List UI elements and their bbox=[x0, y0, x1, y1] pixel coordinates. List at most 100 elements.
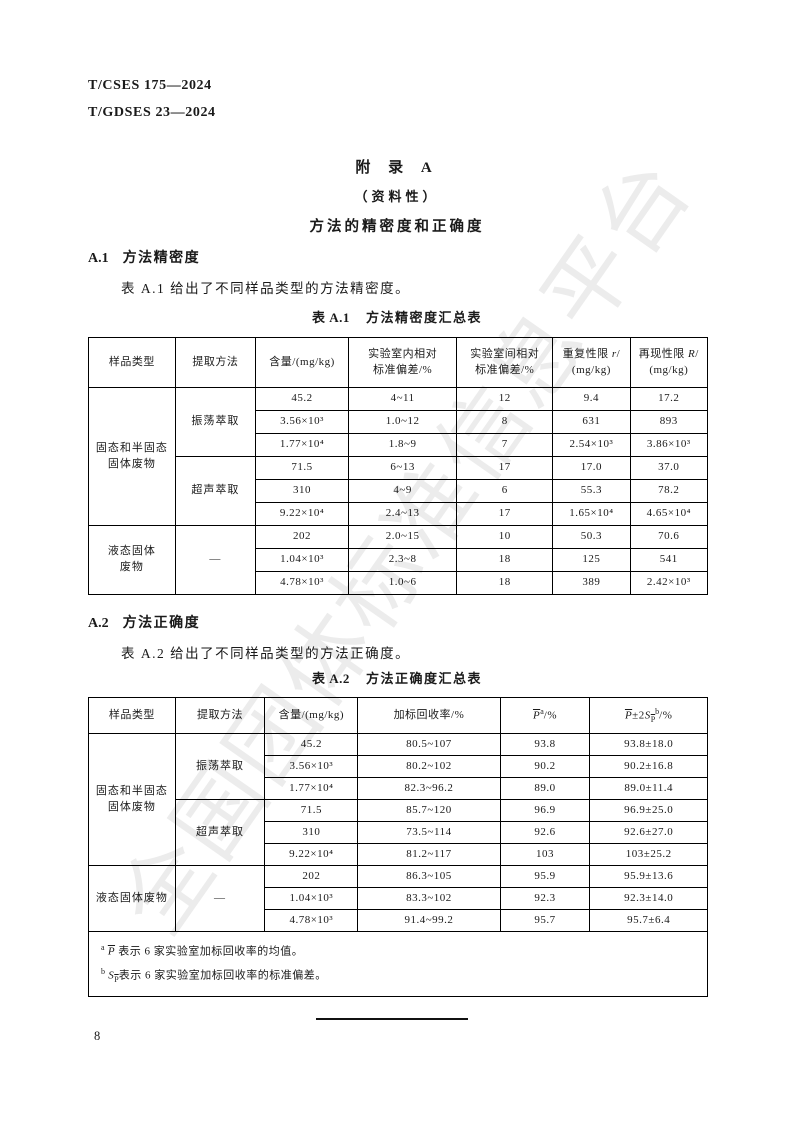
table-cell: 2.3~8 bbox=[347, 548, 458, 572]
table-row: 3.56×10³ 1.0~12 8 631 893 bbox=[89, 410, 709, 434]
table-cell: 85.7~120 bbox=[357, 799, 501, 822]
section-a1-heading: A.1 方法精密度 bbox=[88, 247, 200, 267]
table-cell: 90.2 bbox=[499, 755, 591, 778]
table-row: 9.22×10⁴ 2.4~13 17 1.65×10⁴ 4.65×10⁴ bbox=[89, 502, 709, 526]
table-cell: 17 bbox=[456, 456, 554, 480]
table-cell: 125 bbox=[552, 548, 631, 572]
informative-label: （资料性） bbox=[354, 189, 440, 204]
end-of-text-rule bbox=[316, 1018, 468, 1020]
table-cell: 4~11 bbox=[347, 387, 458, 411]
column-header-reproducibility: 再现性限 R/ (mg/kg) bbox=[629, 337, 709, 388]
table-row: 液态固体 废物 — 202 2.0~15 10 50.3 70.6 bbox=[88, 525, 709, 595]
table-cell: 4.78×10³ bbox=[264, 909, 359, 932]
table-row: 310 4~9 6 55.3 78.2 bbox=[89, 479, 709, 503]
table-cell: 4~9 bbox=[347, 479, 458, 503]
table-cell: 80.5~107 bbox=[357, 733, 501, 756]
symbol-s: S bbox=[644, 709, 651, 722]
table-row: 固态和半固态 固体废物 振荡萃取 45.2 4~11 12 9.4 17.2 bbox=[88, 387, 709, 526]
table-cell: 4.78×10³ bbox=[255, 571, 349, 595]
column-header-sample-type: 样品类型 bbox=[88, 697, 176, 734]
header-text: 重复性限 bbox=[562, 347, 612, 360]
table-cell: 92.3±14.0 bbox=[589, 887, 708, 910]
table-cell: 95.9 bbox=[499, 865, 591, 888]
header-text: / (mg/kg) bbox=[571, 347, 621, 376]
table-cell: 90.2±16.8 bbox=[589, 755, 708, 778]
table-cell: 12 bbox=[456, 387, 554, 411]
table-cell: 3.56×10³ bbox=[264, 755, 359, 778]
footnote-b: b SP表示 6 家实验室加标回收率的标准偏差。 bbox=[101, 962, 703, 990]
extraction-ultrasonic: 超声萃取 bbox=[174, 456, 257, 526]
table-cell: 95.7±6.4 bbox=[589, 909, 708, 932]
table-cell: 6~13 bbox=[347, 456, 458, 480]
standard-code-line-1: T/CSES 175—2024 bbox=[88, 78, 212, 93]
column-header-extraction: 提取方法 bbox=[174, 337, 257, 388]
extraction-none: — bbox=[174, 525, 257, 595]
column-header-content: 含量/(mg/kg) bbox=[264, 697, 359, 734]
section-a2-paragraph: 表 A.2 给出了不同样品类型的方法正确度。 bbox=[121, 646, 411, 661]
sample-type-solid: 固态和半固态 固体废物 bbox=[88, 387, 176, 526]
symbol-s: S bbox=[108, 969, 115, 982]
table-cell: 71.5 bbox=[264, 799, 359, 822]
table-row: 样品类型 提取方法 含量/(mg/kg) 加标回收率/% Pa/% P±2SPb… bbox=[88, 697, 708, 734]
section-a1-title: 方法精密度 bbox=[122, 251, 201, 266]
table-a1-precision: 样品类型 提取方法 含量/(mg/kg) 实验室内相对 标准偏差/% 实验室间相… bbox=[88, 337, 709, 595]
doc-header: T/CSES 175—2024 T/GDSES 23—2024 bbox=[88, 72, 216, 126]
table-cell: 17.2 bbox=[629, 387, 709, 411]
column-header-content: 含量/(mg/kg) bbox=[255, 337, 349, 388]
table-cell: 93.8±18.0 bbox=[589, 733, 708, 756]
table-cell: 70.6 bbox=[629, 525, 709, 549]
table-cell: 1.77×10⁴ bbox=[255, 433, 349, 457]
table-a1-caption: 表 A.1 方法精密度汇总表 bbox=[0, 307, 794, 326]
footnote-a-text: 表示 6 家实验室加标回收率的均值。 bbox=[115, 945, 304, 958]
table-cell: 4.65×10⁴ bbox=[629, 502, 709, 526]
extraction-shake: 振荡萃取 bbox=[174, 387, 257, 457]
extraction-ultrasonic: 超声萃取 bbox=[174, 799, 266, 866]
extraction-shake: 振荡萃取 bbox=[174, 733, 266, 800]
table-cell: 9.22×10⁴ bbox=[255, 502, 349, 526]
table-row: 超声萃取 71.5 85.7~120 96.9 96.9±25.0 bbox=[89, 799, 708, 866]
table-cell: 89.0±11.4 bbox=[589, 777, 708, 800]
appendix-title: 附 录 A bbox=[355, 160, 439, 176]
table-cell: 1.04×10³ bbox=[264, 887, 359, 910]
table-cell: 80.2~102 bbox=[357, 755, 501, 778]
section-a2-number: A.2 bbox=[88, 616, 109, 631]
table-cell: 6 bbox=[456, 479, 554, 503]
footnote-a: a P 表示 6 家实验室加标回收率的均值。 bbox=[101, 938, 703, 962]
table-cell: 202 bbox=[255, 525, 349, 549]
table-cell: 17 bbox=[456, 502, 554, 526]
footnote-ref-a: a bbox=[540, 707, 544, 717]
table-cell: 1.8~9 bbox=[347, 433, 458, 457]
table-row: 4.78×10³ 91.4~99.2 95.7 95.7±6.4 bbox=[89, 909, 708, 932]
symbol-p-bar-sub: P bbox=[114, 974, 119, 984]
table-cell: 2.0~15 bbox=[347, 525, 458, 549]
table-cell: 50.3 bbox=[552, 525, 631, 549]
column-header-sample-type: 样品类型 bbox=[88, 337, 176, 388]
header-text: /% bbox=[543, 709, 557, 722]
table-cell: 96.9 bbox=[499, 799, 591, 822]
column-header-recovery: 加标回收率/% bbox=[357, 697, 501, 734]
table-a1-caption-number: 表 A.1 bbox=[312, 310, 350, 325]
column-header-confidence: P±2SPb/% bbox=[589, 697, 708, 734]
symbol-p-bar: P bbox=[107, 945, 116, 958]
table-cell: 10 bbox=[456, 525, 554, 549]
table-cell: 81.2~117 bbox=[357, 843, 501, 866]
table-cell: 202 bbox=[264, 865, 359, 888]
footnote-ref-b: b bbox=[655, 706, 660, 716]
section-a2-heading: A.2 方法正确度 bbox=[88, 612, 200, 632]
table-row: 1.77×10⁴ 1.8~9 7 2.54×10³ 3.86×10³ bbox=[89, 433, 709, 457]
section-a1-number: A.1 bbox=[88, 251, 109, 266]
table-cell: 389 bbox=[552, 571, 631, 595]
table-cell: 7 bbox=[456, 433, 554, 457]
table-cell: 83.3~102 bbox=[357, 887, 501, 910]
table-cell: 18 bbox=[456, 571, 554, 595]
table-footnotes: a P 表示 6 家实验室加标回收率的均值。 b SP表示 6 家实验室加标回收… bbox=[88, 931, 708, 997]
table-cell: 1.04×10³ bbox=[255, 548, 349, 572]
table-cell: 89.0 bbox=[499, 777, 591, 800]
table-row: 1.04×10³ 2.3~8 18 125 541 bbox=[89, 548, 709, 572]
title-block: 附 录 A （资料性） 方法的精密度和正确度 bbox=[0, 156, 794, 236]
sample-type-liquid: 液态固体 废物 bbox=[88, 525, 176, 595]
table-cell: 82.3~96.2 bbox=[357, 777, 501, 800]
table-cell: 73.5~114 bbox=[357, 821, 501, 844]
table-row: 1.77×10⁴ 82.3~96.2 89.0 89.0±11.4 bbox=[89, 777, 708, 800]
table-cell: 71.5 bbox=[255, 456, 349, 480]
